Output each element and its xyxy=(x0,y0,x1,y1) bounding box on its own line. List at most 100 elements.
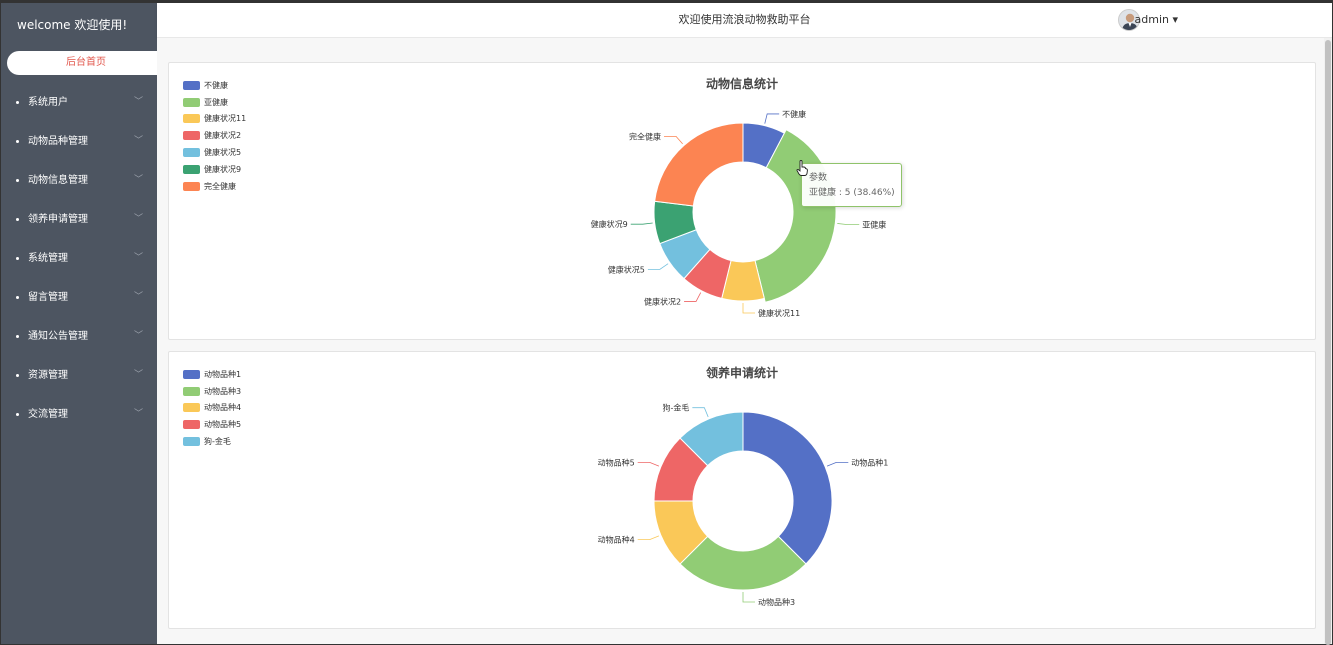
chart-card-animal-info: 不健康 亚健康 健康状况11 健康状况2 健康状况5 健康状况9 完全健康 动物信息统计 不… xyxy=(168,62,1316,340)
sidebar-menu: 系统用户 ﹀ 动物品种管理 ﹀ 动物信息管理 ﹀ 领养申请管理 ﹀ 系统管理 ﹀ 留言管理… xyxy=(1,83,157,434)
legend-item[interactable]: 健康状况5 xyxy=(183,144,246,161)
legend-item[interactable]: 健康状况11 xyxy=(183,111,246,128)
page-title: 欢迎使用流浪动物救助平台 xyxy=(678,13,811,26)
legend-label: 动物品种4 xyxy=(204,403,242,413)
legend-item[interactable]: 动物品种1 xyxy=(183,366,241,383)
legend-label: 完全健康 xyxy=(204,181,236,191)
user-menu[interactable]: admin ▾ xyxy=(1134,13,1178,26)
chevron-down-icon: ﹀ xyxy=(133,214,143,224)
sidebar-item-adoptions[interactable]: 领养申请管理 ﹀ xyxy=(1,200,157,239)
legend-swatch xyxy=(183,97,200,107)
legend-label: 健康状况9 xyxy=(204,164,242,174)
slice-label-line xyxy=(637,535,660,541)
legend-swatch xyxy=(183,131,200,141)
chart-card-adoption: 动物品种1 动物品种3 动物品种4 动物品种5 狗-金毛 领养申请统计 动物品种1 动物品… xyxy=(168,351,1316,629)
legend-label: 健康状况11 xyxy=(204,114,247,124)
chevron-down-icon: ﹀ xyxy=(133,136,143,146)
legend-swatch xyxy=(183,164,200,174)
donut-chart-adoption: 动物品种1 动物品种3 动物品种4 动物品种5 狗-金毛 xyxy=(598,403,889,607)
sidebar-item-system[interactable]: 系统管理 ﹀ xyxy=(1,239,157,278)
slice-label-line xyxy=(742,592,755,603)
legend-item[interactable]: 狗-金毛 xyxy=(183,433,241,450)
sidebar-item-label: 留言管理 xyxy=(28,292,68,303)
legend-item[interactable]: 动物品种5 xyxy=(183,416,241,433)
legend-swatch xyxy=(183,437,200,447)
legend-item[interactable]: 动物品种3 xyxy=(183,383,241,400)
sidebar-item-label: 领养申请管理 xyxy=(28,214,88,225)
sidebar-item-home[interactable]: 后台首页 xyxy=(7,51,165,75)
sidebar-item-animals[interactable]: 动物信息管理 ﹀ xyxy=(1,161,157,200)
legend-swatch xyxy=(183,80,200,90)
sidebar-item-label: 资源管理 xyxy=(28,370,68,381)
sidebar-item-notices[interactable]: 通知公告管理 ﹀ xyxy=(1,317,157,356)
legend-swatch xyxy=(183,181,200,191)
slice-label: 健康状况2 xyxy=(644,296,681,306)
pie-slice[interactable] xyxy=(654,122,744,207)
chart-legend: 不健康亚健康健康状况11 健康状况2 健康状况5 健康状况9 完全健康 xyxy=(183,77,246,195)
legend-label: 亚健康 xyxy=(204,97,228,107)
slice-label: 健康状况11 xyxy=(758,308,800,318)
header: 欢迎使用流浪动物救助平台 admin ▾ xyxy=(157,3,1332,38)
slice-label: 不健康 xyxy=(782,109,806,119)
sidebar-item-messages[interactable]: 留言管理 ﹀ xyxy=(1,278,157,317)
slice-label-line xyxy=(630,222,653,225)
pie-slice[interactable] xyxy=(742,411,833,565)
sidebar-welcome: welcome 欢迎使用! xyxy=(17,18,128,32)
chevron-down-icon: ﹀ xyxy=(133,409,143,419)
chevron-down-icon: ﹀ xyxy=(133,97,143,107)
sidebar-item-label: 交流管理 xyxy=(28,409,68,420)
legend-label: 健康状况2 xyxy=(204,131,242,141)
sidebar: welcome 欢迎使用! 后台首页 系统用户 ﹀ 动物品种管理 ﹀ 动物信息管理 ﹀… xyxy=(1,3,165,644)
avatar[interactable] xyxy=(1118,9,1140,31)
tooltip-title: 参数 xyxy=(809,173,828,183)
slice-label-line xyxy=(637,461,660,467)
legend-label: 狗-金毛 xyxy=(204,437,231,447)
slice-label-line xyxy=(742,303,755,314)
scrollbar-thumb[interactable] xyxy=(1325,40,1331,645)
legend-item[interactable]: 亚健康 xyxy=(183,94,246,111)
legend-label: 动物品种5 xyxy=(204,420,242,430)
sidebar-item-resources[interactable]: 资源管理 ﹀ xyxy=(1,356,157,395)
legend-item[interactable]: 不健康 xyxy=(183,77,246,94)
slice-label-line xyxy=(837,223,860,226)
user-icon xyxy=(1122,13,1138,30)
slice-label-line xyxy=(664,136,683,145)
legend-swatch xyxy=(183,403,200,413)
slice-label: 亚健康 xyxy=(862,220,886,230)
sidebar-item-label: 系统用户 xyxy=(28,97,68,108)
sidebar-item-users[interactable]: 系统用户 ﹀ xyxy=(1,83,157,122)
legend-swatch xyxy=(183,148,200,158)
legend-label: 不健康 xyxy=(204,80,228,90)
slice-label: 健康状况9 xyxy=(591,219,628,229)
sidebar-item-forum[interactable]: 交流管理 ﹀ xyxy=(1,395,157,434)
chevron-down-icon: ﹀ xyxy=(133,331,143,341)
scrollbar[interactable] xyxy=(1324,38,1332,645)
chevron-down-icon: ﹀ xyxy=(133,253,143,263)
legend-swatch xyxy=(183,369,200,379)
legend-item[interactable]: 完全健康 xyxy=(183,178,246,195)
legend-swatch xyxy=(183,386,200,396)
legend-item[interactable]: 健康状况2 xyxy=(183,127,246,144)
slice-label: 健康状况5 xyxy=(608,264,645,274)
sidebar-item-label: 动物品种管理 xyxy=(28,136,88,147)
slice-label-line xyxy=(826,461,849,467)
legend-swatch xyxy=(183,420,200,430)
slice-label: 动物品种3 xyxy=(758,597,795,607)
sidebar-item-label: 通知公告管理 xyxy=(28,331,88,342)
chart-title: 领养申请统计 xyxy=(705,366,778,380)
pie-slice[interactable] xyxy=(679,411,744,467)
hand-cursor-icon xyxy=(796,160,808,176)
chevron-down-icon: ﹀ xyxy=(133,370,143,380)
slice-label: 完全健康 xyxy=(629,131,661,141)
legend-label: 健康状况5 xyxy=(204,148,242,158)
chart-title: 动物信息统计 xyxy=(705,77,778,91)
legend-swatch xyxy=(183,114,200,124)
legend-item[interactable]: 动物品种4 xyxy=(183,400,241,417)
legend-item[interactable]: 健康状况9 xyxy=(183,161,246,178)
main-content: 不健康 亚健康 健康状况11 健康状况2 健康状况5 健康状况9 完全健康 动物信息统计 不… xyxy=(157,38,1332,645)
sidebar-item-breeds[interactable]: 动物品种管理 ﹀ xyxy=(1,122,157,161)
slice-label: 狗-金毛 xyxy=(662,403,689,413)
slice-label-line xyxy=(764,113,780,124)
sidebar-item-label: 动物信息管理 xyxy=(28,175,88,186)
